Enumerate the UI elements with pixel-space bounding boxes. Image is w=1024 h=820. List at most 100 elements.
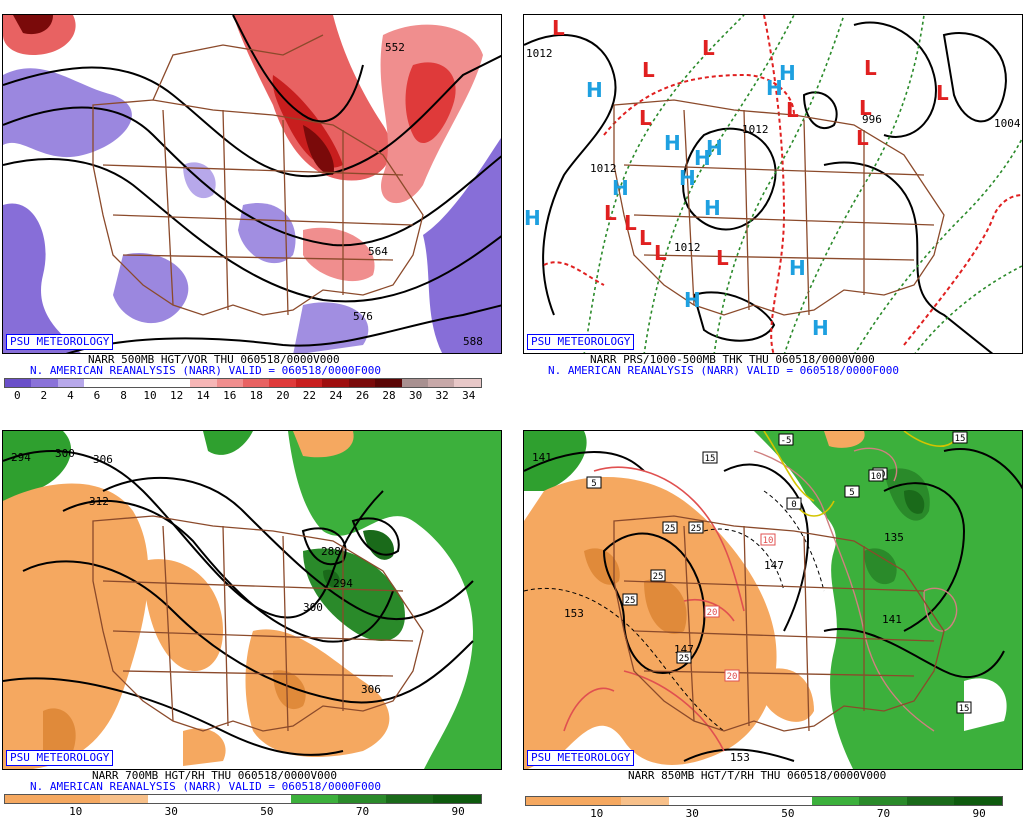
colorbar-tick-label: 24 (329, 389, 343, 402)
isobar-label: 1004 (994, 117, 1021, 130)
colorbar-swatch (428, 379, 455, 387)
colorbar-tick-label: 28 (382, 389, 396, 402)
low-center-marker: L (786, 98, 799, 122)
colorbar-swatch (526, 797, 574, 805)
colorbar-swatch (322, 379, 349, 387)
temperature-label: 25 (650, 569, 666, 582)
temperature-label: 15 (956, 701, 972, 714)
colorbar-swatch (906, 797, 955, 805)
colorbar-tick-label: 6 (93, 389, 101, 402)
contour-label: 147 (764, 559, 784, 572)
colorbar-tick-label: 10 (69, 805, 83, 818)
colorbar-swatch (290, 795, 339, 803)
low-center-marker: L (702, 36, 715, 60)
high-center-marker: H (779, 61, 796, 85)
low-center-marker: L (936, 81, 949, 105)
colorbar-tick-label: 16 (223, 389, 237, 402)
panel-700mb-humidity: 294 300 306 312 288 294 300 306 PSU METE… (2, 430, 502, 770)
high-center-marker: H (612, 176, 629, 200)
colorbar-tick-label: 30 (164, 805, 178, 818)
low-center-marker: L (639, 106, 652, 130)
svg-text:-5: -5 (781, 436, 792, 446)
low-center-marker: L (624, 211, 637, 235)
colorbar-tick-label: 32 (435, 389, 449, 402)
high-center-marker: H (694, 146, 711, 170)
panel2-title: NARR PRS/1000-500MB THK THU 060518/0000V… (590, 353, 875, 366)
panel4-title: NARR 850MB HGT/T/RH THU 060518/0000V000 (628, 769, 887, 782)
low-center-marker: L (552, 16, 565, 40)
isobar-label: 1012 (526, 47, 553, 60)
panel1-colorbar (4, 378, 482, 388)
temperature-label: 15 (702, 451, 718, 464)
colorbar-swatch (195, 795, 243, 803)
contour-label: 300 (303, 601, 323, 614)
panel4-colorbar (525, 796, 1003, 806)
high-center-marker: H (812, 316, 829, 340)
contour-label: 576 (353, 310, 373, 323)
colorbar-swatch (433, 795, 481, 803)
isobar-label: 1012 (742, 123, 769, 136)
contour-label: 141 (882, 613, 902, 626)
high-center-marker: H (664, 131, 681, 155)
svg-text:25: 25 (679, 654, 690, 664)
colorbar-tick-label: 50 (260, 805, 274, 818)
colorbar-tick-label: 10 (590, 807, 604, 820)
contour-label: 153 (730, 751, 750, 764)
svg-text:15: 15 (955, 434, 966, 444)
map-pressure: L L L L L L L L L L L L L L H H H H H (524, 15, 1022, 353)
low-center-marker: L (864, 56, 877, 80)
colorbar-swatch (110, 379, 138, 387)
svg-text:0: 0 (791, 500, 796, 510)
contour-label: 294 (333, 577, 353, 590)
colorbar-tick-label: 22 (302, 389, 316, 402)
contour-label: 312 (89, 495, 109, 508)
colorbar-tick-label: 26 (355, 389, 370, 402)
colorbar-swatch (57, 379, 85, 387)
high-center-marker: H (524, 206, 541, 230)
colorbar-swatch (385, 795, 434, 803)
colorbar-swatch (31, 379, 58, 387)
colorbar-swatch (621, 797, 669, 805)
low-center-marker: L (859, 96, 872, 120)
temperature-label: 25 (676, 651, 692, 664)
temperature-label: 25 (688, 521, 704, 534)
contour-label: 552 (385, 41, 405, 54)
low-center-marker: L (856, 126, 869, 150)
colorbar-swatch (954, 797, 1002, 805)
colorbar-swatch (338, 795, 386, 803)
temperature-label: 15 (952, 431, 968, 444)
panel1-colorbar-ticks: 0 2 4 6 8 10 12 14 16 18 20 22 24 26 28 30 32 34 (4, 389, 482, 403)
low-center-marker: L (716, 246, 729, 270)
colorbar-tick-label: 30 (685, 807, 699, 820)
colorbar-swatch (763, 797, 812, 805)
svg-text:15: 15 (705, 454, 716, 464)
colorbar-tick-label: 8 (120, 389, 127, 402)
colorbar-swatch (716, 797, 764, 805)
svg-text:15: 15 (959, 704, 970, 714)
contour-label: 141 (532, 451, 552, 464)
contour-label: 288 (321, 545, 341, 558)
contour-label: 564 (368, 245, 388, 258)
temperature-label: 0 (786, 497, 802, 510)
isobar-label: 1012 (674, 241, 701, 254)
panel4-colorbar-ticks: 10 30 50 70 90 (525, 807, 1003, 820)
svg-text:5: 5 (591, 479, 596, 489)
colorbar-swatch (84, 379, 111, 387)
panel1-title: NARR 500MB HGT/VOR THU 060518/0000V000 (88, 353, 340, 366)
colorbar-tick-label: 4 (67, 389, 74, 402)
colorbar-tick-label: 50 (781, 807, 795, 820)
colorbar-swatch (375, 379, 402, 387)
temperature-label: 5 (844, 485, 860, 498)
svg-text:10: 10 (871, 472, 882, 482)
colorbar-tick-label: 18 (249, 389, 263, 402)
colorbar-swatch (52, 795, 101, 803)
colorbar-swatch (668, 797, 717, 805)
psu-meteorology-label: PSU METEOROLOGY (527, 750, 635, 766)
colorbar-tick-label: 14 (196, 389, 210, 402)
colorbar-swatch (269, 379, 296, 387)
colorbar-tick-label: 30 (408, 389, 423, 402)
panel1-valid: N. AMERICAN REANALYSIS (NARR) VALID = 06… (30, 364, 381, 377)
colorbar-swatch (163, 379, 191, 387)
colorbar-tick-label: 90 (451, 805, 465, 818)
